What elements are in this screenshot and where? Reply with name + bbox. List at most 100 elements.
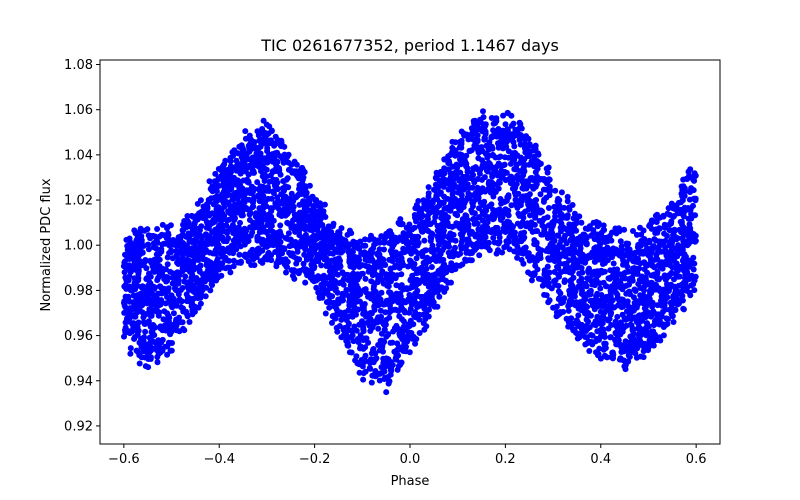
data-point [657,288,664,295]
data-point [552,254,559,260]
data-point [220,200,227,207]
data-point [212,170,219,177]
data-point [348,248,355,255]
data-point [648,225,655,232]
data-point [346,313,353,320]
data-point [185,230,192,237]
data-point [481,160,488,167]
data-point [620,324,627,331]
data-point [255,153,262,160]
data-point [237,219,243,226]
data-point [168,241,174,248]
data-point [445,240,452,247]
data-point [264,145,271,152]
data-point [526,150,533,157]
data-point [531,145,537,151]
data-point [391,306,398,313]
data-point [388,293,395,300]
data-point [480,108,486,115]
data-point [321,201,328,208]
data-point [133,265,140,272]
data-point [464,165,471,172]
data-point [272,200,279,207]
data-point [405,321,412,328]
data-point [416,316,423,323]
data-point [452,210,459,217]
data-point [277,153,284,160]
data-point [334,309,341,316]
data-point [145,356,152,362]
data-point [586,348,593,354]
data-point [400,245,407,252]
data-point [675,199,682,206]
data-point [144,226,151,233]
data-point [488,115,495,121]
data-point [499,145,506,152]
data-point [154,258,161,264]
data-point [457,250,464,257]
data-point [268,128,275,135]
data-point [667,299,674,306]
data-point [531,237,538,244]
data-point [539,222,546,229]
data-point [546,176,553,183]
data-point [225,235,232,242]
data-point [449,223,456,230]
data-point [265,249,272,256]
data-point [317,200,323,207]
data-point [338,249,345,256]
data-point [377,307,384,314]
x-axis-label: Phase [391,474,430,489]
data-point [626,275,633,282]
data-point [456,151,463,158]
data-point [131,335,138,342]
data-point [361,249,368,256]
data-point [338,316,345,323]
data-point [568,281,575,288]
data-point [223,167,230,174]
data-point [513,174,520,181]
data-point [502,121,509,128]
data-point [362,312,369,319]
data-point [537,209,544,216]
data-point [375,276,382,283]
data-point [582,296,589,303]
data-point [574,241,581,248]
data-point [407,258,414,265]
data-point [475,185,482,192]
data-point [132,278,139,285]
data-point [268,195,275,202]
data-point [385,277,392,284]
data-point [663,261,670,268]
data-point [325,261,332,268]
data-point [378,289,385,296]
data-point [490,215,497,222]
data-point [527,225,534,232]
data-point [289,250,296,257]
data-point [268,213,275,220]
data-point [328,274,335,280]
data-point [617,341,624,348]
data-point [373,355,380,362]
data-point [340,297,346,304]
data-point [508,202,515,209]
data-point [634,266,641,273]
data-point [416,330,423,336]
data-point [516,249,523,256]
data-point [555,282,562,289]
data-point [329,233,336,240]
data-point [399,306,406,313]
data-point [687,234,693,240]
data-point [181,218,188,224]
data-point [482,243,489,250]
data-point [529,199,536,206]
data-point [254,237,261,244]
data-point [259,259,266,266]
data-point [190,295,197,302]
data-point [393,282,400,289]
data-point [686,221,693,228]
data-point [641,345,648,352]
data-point [531,205,538,212]
data-point [533,163,540,170]
data-point [250,168,257,175]
